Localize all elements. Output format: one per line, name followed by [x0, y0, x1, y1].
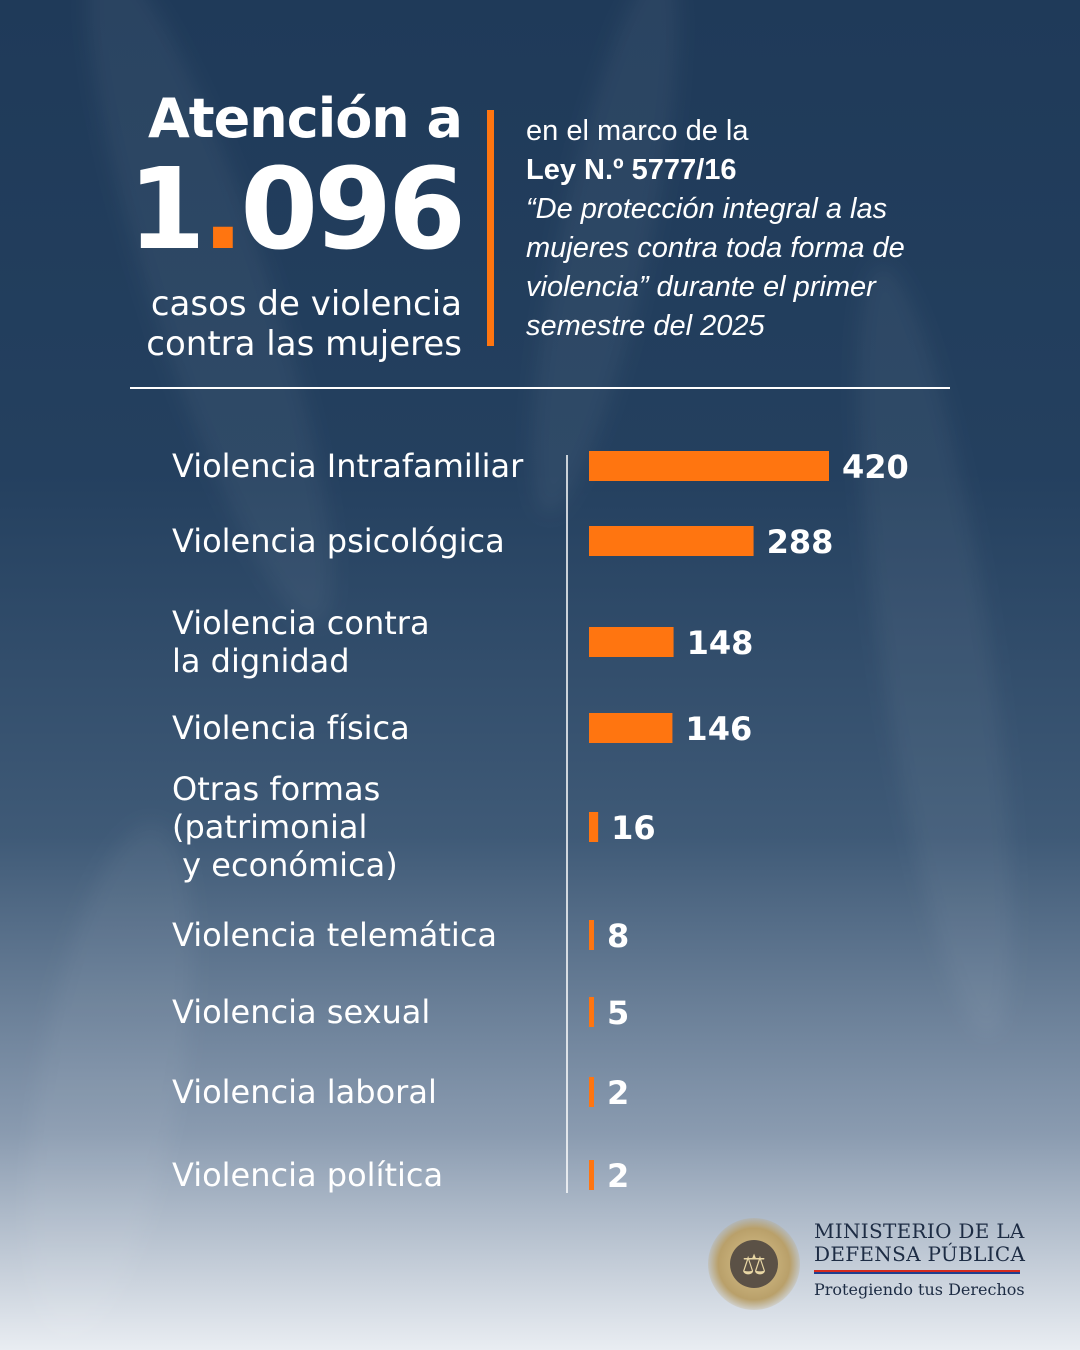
law-quote-line: “De protección integral a las [526, 193, 888, 225]
scales-of-justice-icon: ⚖ [730, 1240, 778, 1288]
value-label: 2 [607, 1074, 629, 1112]
headline-number-thousands: 1 [127, 145, 206, 275]
category-label: Otras formas (patrimonial y económica) [172, 770, 398, 884]
headline-title: Atención a [148, 87, 463, 150]
bar [589, 526, 754, 556]
ministry-seal: ⚖ [708, 1218, 800, 1310]
headline-number: 1.096 [60, 154, 466, 266]
headline-subtitle-line: casos de violencia [150, 284, 462, 324]
value-label: 16 [611, 809, 656, 847]
category-label: Violencia psicológica [172, 522, 505, 560]
law-name: Ley N.º 5777/16 [526, 154, 737, 186]
bar [589, 713, 673, 743]
headline-subtitle-line: contra las mujeres [146, 324, 462, 364]
background-streak [0, 811, 225, 1349]
section-rule [130, 387, 950, 389]
context-intro: en el marco de la [526, 115, 749, 147]
bar [589, 451, 829, 481]
law-quote-line: semestre del 2025 [526, 310, 765, 342]
bar [589, 812, 599, 842]
header-divider [487, 110, 494, 346]
flag-stripe [814, 1270, 1020, 1274]
value-label: 2 [607, 1157, 629, 1195]
category-label: Violencia sexual [172, 993, 430, 1031]
headline-subtitle: casos de violencia contra las mujeres [60, 284, 462, 364]
headline-block: Atención a 1.096 casos de violencia cont… [60, 87, 466, 365]
category-label: Violencia laboral [172, 1073, 437, 1111]
bar [589, 997, 594, 1027]
ministry-name-line: MINISTERIO DE LA [814, 1219, 1025, 1243]
ministry-name-line: DEFENSA PÚBLICA [814, 1242, 1026, 1266]
category-label: Violencia telemática [172, 916, 497, 954]
law-quote-line: violencia” durante el primer [526, 271, 876, 303]
law-quote-line: mujeres contra toda forma de [526, 232, 905, 264]
value-label: 288 [767, 523, 834, 561]
bar [589, 627, 674, 657]
bar [589, 1077, 594, 1107]
ministry-logo: ⚖ MINISTERIO DE LA DEFENSA PÚBLICA Prote… [708, 1216, 1038, 1312]
value-label: 5 [607, 994, 629, 1032]
headline-number-units: 096 [240, 145, 466, 275]
ministry-slogan: Protegiendo tus Derechos [814, 1280, 1025, 1299]
law-context-block: en el marco de la Ley N.º 5777/16 “De pr… [526, 112, 1046, 346]
category-label: Violencia política [172, 1156, 443, 1194]
value-label: 148 [687, 624, 754, 662]
value-label: 8 [607, 917, 629, 955]
category-label: Violencia física [172, 709, 410, 747]
ministry-name: MINISTERIO DE LA DEFENSA PÚBLICA [814, 1220, 1025, 1266]
value-label: 146 [685, 710, 752, 748]
headline-number-separator: . [201, 145, 245, 275]
bar [589, 1160, 594, 1190]
bar [589, 920, 594, 950]
background-streak [826, 256, 1044, 1044]
